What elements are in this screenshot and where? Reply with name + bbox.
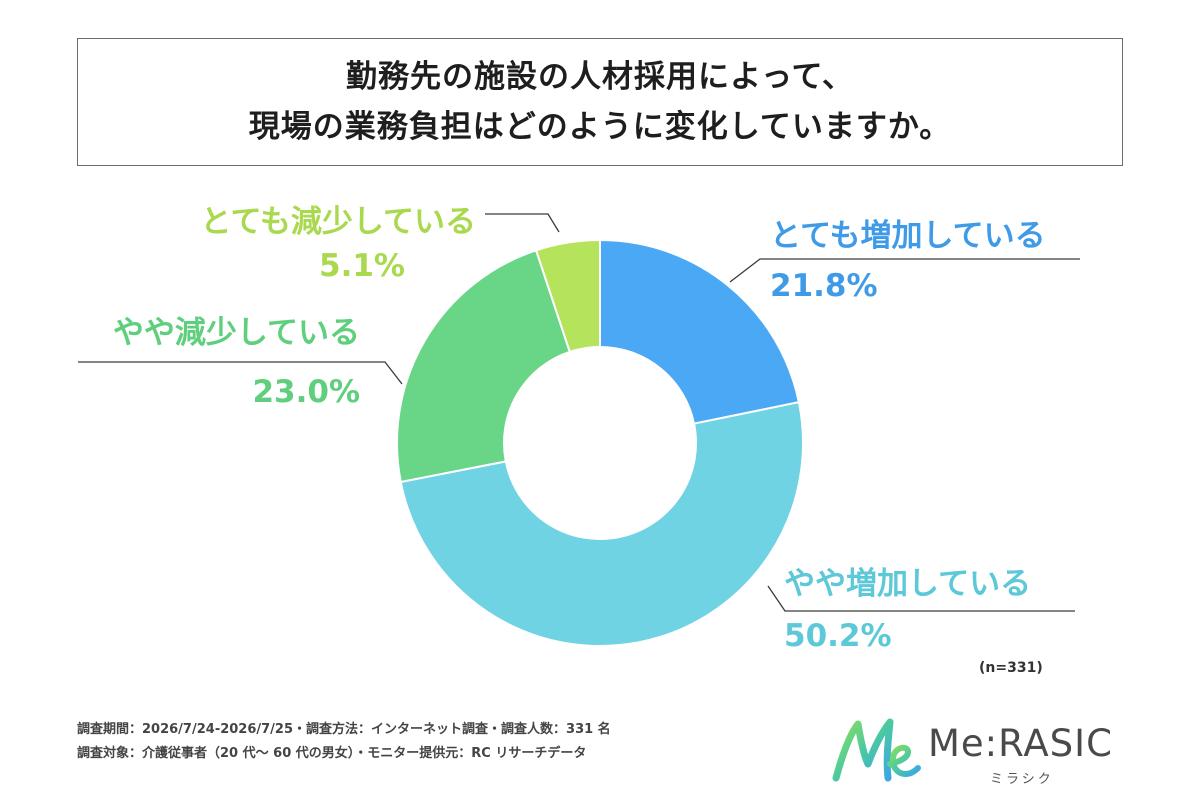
survey-target-line: 調査対象：介護従事者（20 代～ 60 代の男女）・モニター提供元：RC リサー… [77,746,587,761]
value-label-4: 5.1% [319,248,405,284]
leader-line-1 [729,258,1080,283]
chart-title-line-2: 現場の業務負担はどのように変化していますか。 [248,109,952,145]
brand-mark-icon [832,718,921,782]
value-label-2: 50.2% [784,618,892,654]
donut-slices [396,238,804,647]
category-label-4: とても減少している [200,204,476,240]
survey-period-line: 調査期間：2026/7/24-2026/7/25・調査方法：インターネット調査・… [77,722,611,737]
brand-kana: ミラシク [990,772,1054,787]
leader-lines [78,213,1080,612]
survey-footer: 調査期間：2026/7/24-2026/7/25・調査方法：インターネット調査・… [77,718,611,766]
donut-slice-3 [396,249,572,484]
slice-labels: とても増加している 21.8% やや増加している 50.2% やや減少している 23.0%… [113,204,1046,654]
category-label-2: やや増加している [784,566,1031,602]
sample-size-note: (n=331) [979,660,1043,676]
value-label-3: 23.0% [252,374,360,410]
donut-slice-1 [599,238,801,425]
leader-line-3 [78,361,403,385]
brand-logo: Me:RASIC ミラシク [828,712,1128,788]
chart-title-line-1: 勤務先の施設の人材採用によって、 [346,59,854,95]
leader-line-2 [767,585,1075,612]
category-label-3: やや減少している [113,315,360,351]
category-label-1: とても増加している [770,218,1046,254]
leader-line-4 [485,213,560,233]
brand-name: Me:RASIC [928,722,1113,765]
donut-slice-4 [534,238,601,354]
title-box: 勤務先の施設の人材採用によって、 現場の業務負担はどのように変化していますか。 [77,38,1123,166]
value-label-1: 21.8% [770,268,878,304]
